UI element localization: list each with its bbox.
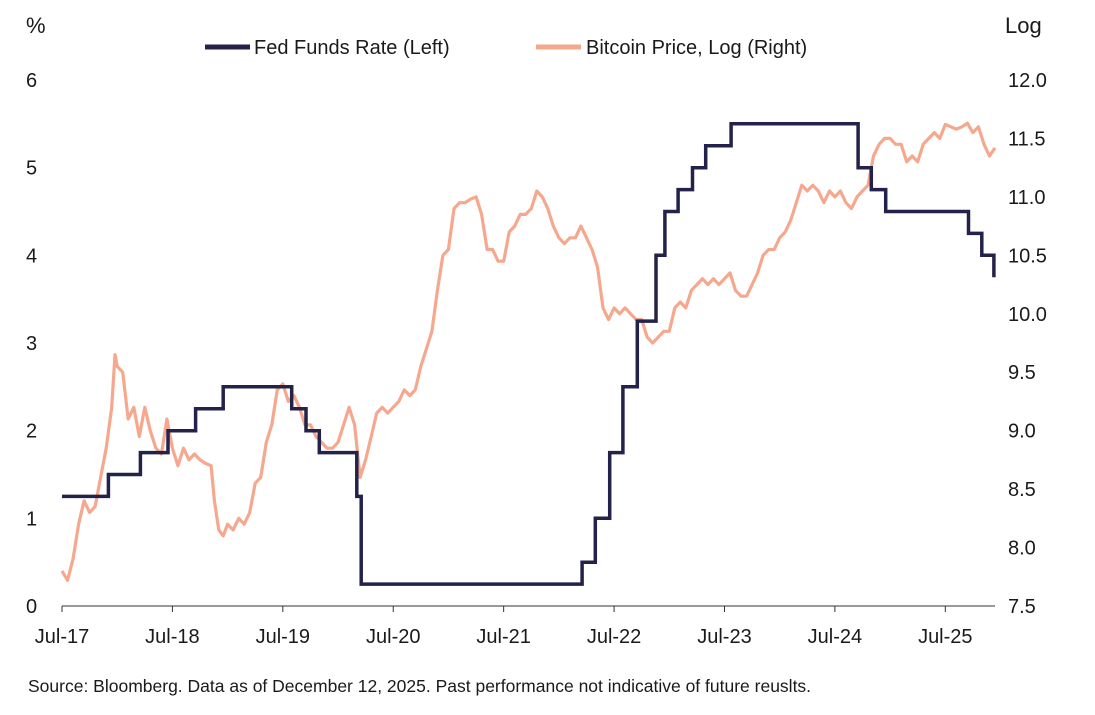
- x-tick-label: Jul-18: [145, 626, 199, 648]
- right-axis-unit-label: Log: [1005, 13, 1042, 38]
- left-tick-label: 5: [26, 158, 37, 180]
- x-tick-label: Jul-24: [808, 626, 862, 648]
- right-tick-label: 11.0: [1008, 187, 1045, 209]
- left-tick-label: 1: [26, 508, 37, 530]
- x-tick-label: Jul-17: [35, 626, 89, 648]
- left-axis: 0 1 2 3 4 5 6: [26, 70, 37, 618]
- series-layer: [60, 121, 997, 586]
- right-tick-label: 9.0: [1008, 421, 1036, 443]
- x-tick-label: Jul-22: [587, 626, 641, 648]
- x-tick-label: Jul-20: [366, 626, 420, 648]
- series-line-fed-funds: [62, 122, 996, 586]
- left-tick-label: 6: [26, 70, 37, 92]
- x-tick-label: Jul-21: [476, 626, 530, 648]
- series-line-bitcoin: [60, 121, 997, 582]
- left-axis-unit-label: %: [26, 13, 46, 38]
- right-tick-label: 10.0: [1008, 304, 1047, 326]
- x-axis: Jul-17 Jul-18 Jul-19 Jul-20 Jul-21 Jul-22 Jul-…: [35, 606, 973, 648]
- legend-label-fed-funds: Fed Funds Rate (Left): [254, 37, 450, 59]
- source-note: Source: Bloomberg. Data as of December 1…: [28, 676, 812, 696]
- left-tick-label: 3: [26, 333, 37, 355]
- legend: Fed Funds Rate (Left) Bitcoin Price, Log…: [205, 37, 807, 59]
- left-tick-label: 0: [26, 596, 37, 618]
- right-axis: 7.5 8.0 8.5 9.0 9.5 10.0 10.5 11.0 11.5 12.0: [1008, 70, 1047, 618]
- right-tick-label: 11.5: [1008, 128, 1045, 150]
- left-tick-label: 4: [26, 245, 37, 267]
- right-tick-label: 8.0: [1008, 538, 1036, 560]
- x-tick-label: Jul-19: [256, 626, 310, 648]
- right-tick-label: 12.0: [1008, 70, 1047, 92]
- legend-label-bitcoin: Bitcoin Price, Log (Right): [586, 37, 807, 59]
- x-tick-label: Jul-25: [918, 626, 972, 648]
- right-tick-label: 8.5: [1008, 479, 1036, 501]
- right-tick-label: 9.5: [1008, 362, 1036, 384]
- left-tick-label: 2: [26, 421, 37, 443]
- x-tick-label: Jul-23: [697, 626, 751, 648]
- right-tick-label: 7.5: [1008, 596, 1036, 618]
- right-tick-label: 10.5: [1008, 245, 1047, 267]
